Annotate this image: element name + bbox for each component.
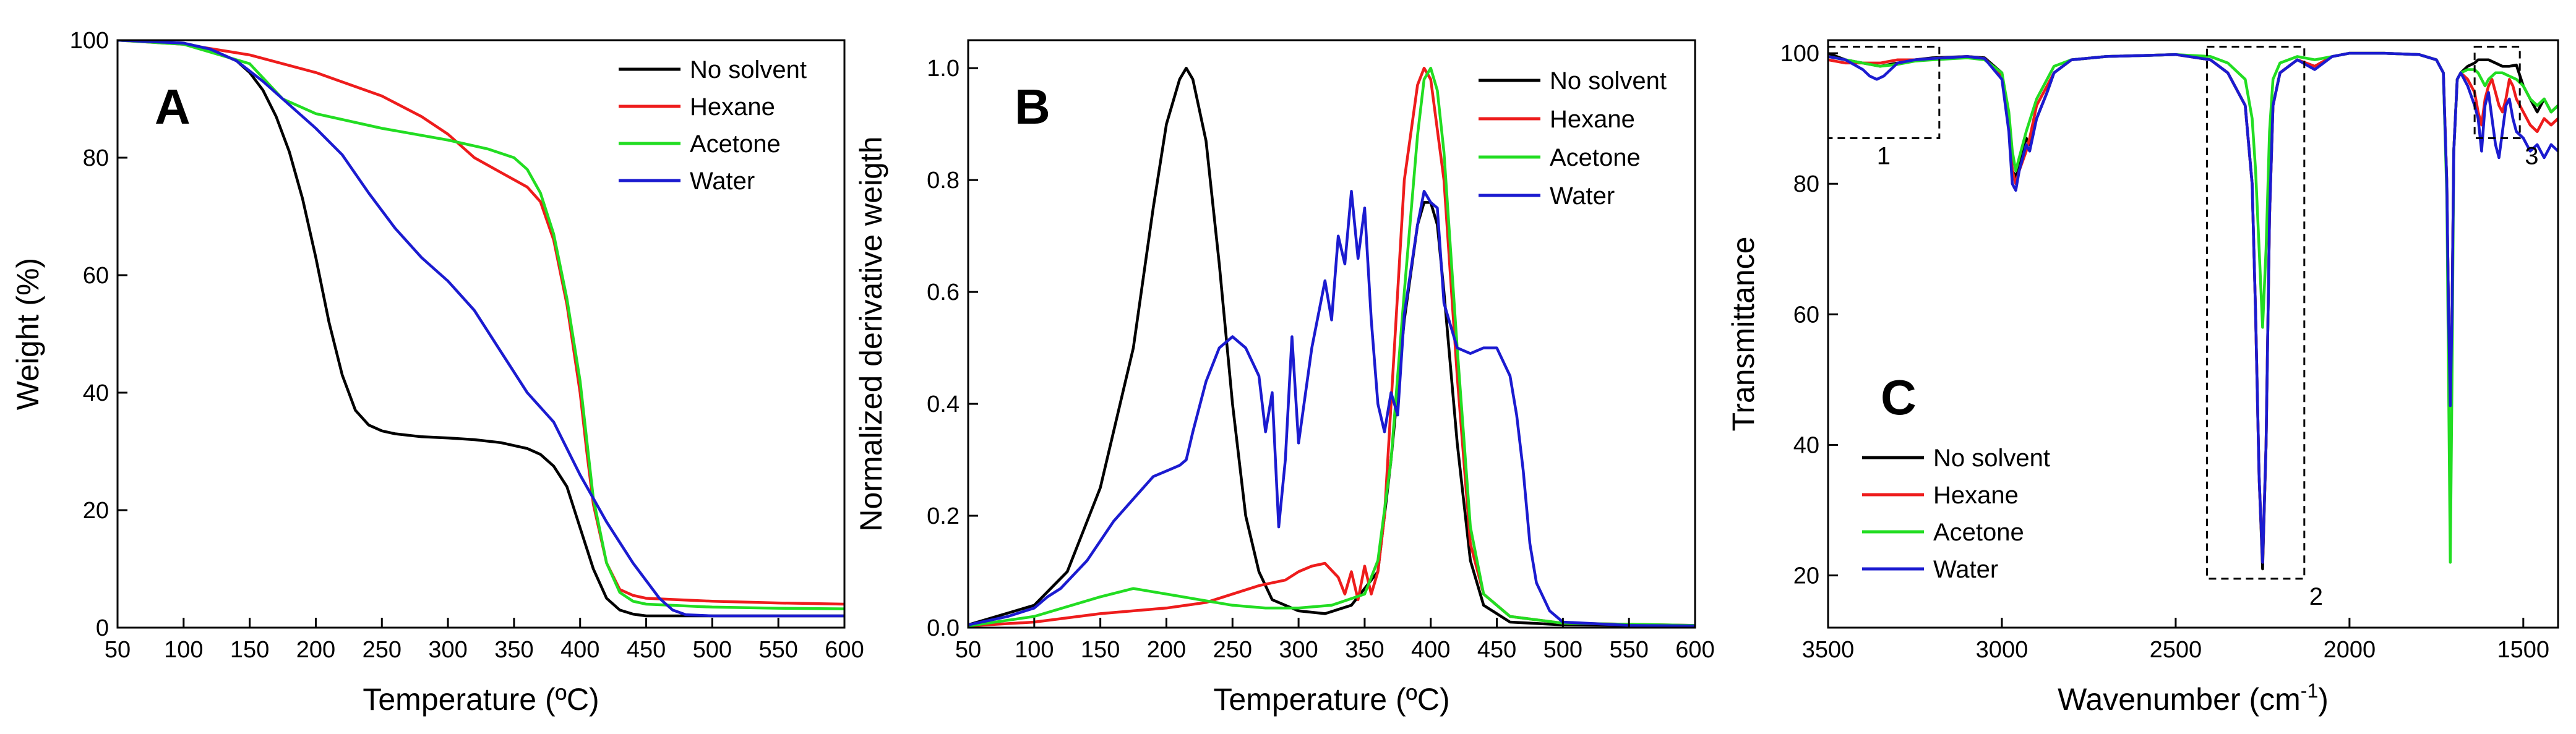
x-tick-label: 3000 — [1976, 637, 2029, 663]
series-line-water — [968, 190, 1695, 628]
annotation-label-3: 3 — [2525, 142, 2538, 169]
y-tick-label: 20 — [83, 498, 109, 524]
x-axis-title-superscript: -1 — [2301, 680, 2318, 702]
legend: No solvent Hexane Acetone Water — [1479, 67, 1667, 210]
y-tick-label: 0.6 — [927, 280, 960, 305]
plot-frame — [1827, 39, 2559, 629]
legend-label: Water — [1550, 182, 1615, 210]
x-tick-label: 400 — [560, 637, 599, 663]
series-line-water — [118, 40, 844, 618]
legend-label: Water — [690, 168, 755, 195]
y-tick-label: 60 — [83, 263, 109, 289]
x-tick-label: 250 — [1213, 637, 1252, 663]
x-tick-label: 350 — [1345, 637, 1384, 663]
panel-letter: C — [1881, 370, 1917, 425]
panel-b: 50 100 150 200 250 300 350 400 450 500 550 600 0.0 0.… — [854, 39, 1715, 717]
x-tick-label: 550 — [1609, 637, 1648, 663]
y-axis-title: Weight (%) — [11, 258, 45, 410]
x-tick-label: 2500 — [2150, 637, 2202, 663]
y-axis-title: Normalized derivative weigth — [854, 136, 888, 531]
series-line-hexane — [968, 66, 1695, 628]
plot-frame — [967, 39, 1696, 629]
legend-label: No solvent — [1933, 445, 2050, 472]
x-tick-label: 350 — [494, 637, 533, 663]
y-tick-label: 0.8 — [927, 168, 960, 194]
annotation-box-2 — [2205, 46, 2306, 580]
x-tick-label: 1500 — [2497, 637, 2550, 663]
x-axis-title: Temperature (ºC) — [363, 682, 599, 717]
legend-label: Acetone — [690, 130, 781, 158]
annotation-label-2: 2 — [2309, 583, 2323, 610]
y-tick-label: 60 — [1793, 302, 1819, 328]
series-line-water — [1828, 51, 2558, 564]
x-tick-label: 500 — [1543, 637, 1582, 663]
x-tick-label: 3500 — [1802, 637, 1855, 663]
y-tick-label: 80 — [83, 145, 109, 171]
series-line-no-solvent — [968, 66, 1695, 628]
panel-letter: B — [1015, 79, 1050, 134]
x-tick-label: 300 — [428, 637, 467, 663]
x-tick-label: 2000 — [2324, 637, 2376, 663]
annotation-box-3 — [2473, 46, 2521, 139]
series-line-acetone — [1828, 51, 2558, 564]
y-tick-label: 100 — [1780, 41, 1819, 67]
legend-label: Hexane — [690, 93, 775, 121]
x-tick-label: 600 — [825, 637, 864, 663]
x-tick-label: 300 — [1279, 637, 1318, 663]
legend-label: Acetone — [1933, 519, 2024, 546]
panel-c: 1 2 3 3500 3000 2500 2000 1500 20 40 60 80 100 Wavenu… — [1726, 39, 2559, 717]
y-tick-label: 100 — [70, 28, 109, 54]
x-tick-label: 600 — [1675, 637, 1714, 663]
legend-label: No solvent — [690, 56, 807, 83]
y-tick-label: 0.0 — [927, 615, 960, 641]
x-tick-label: 150 — [230, 637, 269, 663]
y-axis-title: Transmittance — [1726, 237, 1761, 432]
series-line-acetone — [968, 66, 1695, 628]
y-tick-label: 0.2 — [927, 503, 960, 529]
legend-label: No solvent — [1550, 67, 1667, 95]
x-tick-label: 200 — [1147, 637, 1186, 663]
legend: No solvent Hexane Acetone Water — [619, 56, 807, 195]
y-tick-label: 20 — [1793, 563, 1819, 589]
panel-letter: A — [155, 79, 191, 134]
legend-label: Acetone — [1550, 144, 1641, 171]
x-tick-label: 50 — [955, 637, 981, 663]
x-axis-title: Temperature (ºC) — [1213, 682, 1449, 717]
plot-frame — [116, 39, 846, 629]
x-axis-title: Wavenumber (cm-1) — [2058, 680, 2329, 717]
annotation-label-1: 1 — [1877, 142, 1891, 169]
legend-label: Hexane — [1933, 482, 2019, 509]
x-tick-label: 50 — [105, 637, 131, 663]
x-axis-title-text: Temperature (ºC) — [1213, 682, 1449, 717]
x-tick-label: 450 — [1477, 637, 1516, 663]
y-tick-label: 40 — [1793, 432, 1819, 458]
x-tick-label: 250 — [363, 637, 401, 663]
x-tick-label: 150 — [1081, 637, 1120, 663]
x-tick-label: 550 — [758, 637, 797, 663]
y-tick-label: 0.4 — [927, 391, 960, 417]
x-axis-title-end: ) — [2318, 682, 2329, 717]
panel-a: 50 100 150 200 250 300 350 400 450 500 550 600 0 20 40… — [11, 28, 864, 717]
legend-label: Water — [1933, 556, 1998, 583]
x-tick-label: 100 — [1015, 637, 1054, 663]
x-tick-label: 100 — [164, 637, 203, 663]
legend-label: Hexane — [1550, 106, 1635, 133]
series-line-acetone — [118, 40, 844, 610]
y-tick-label: 80 — [1793, 171, 1819, 197]
x-tick-label: 500 — [693, 637, 732, 663]
legend: No solvent Hexane Acetone Water — [1862, 445, 2050, 583]
y-tick-label: 1.0 — [927, 56, 960, 82]
series-line-no-solvent — [118, 40, 844, 618]
x-tick-label: 450 — [627, 637, 666, 663]
x-axis-title-text: Temperature (ºC) — [363, 682, 599, 717]
y-tick-label: 40 — [83, 380, 109, 406]
y-tick-label: 0 — [96, 615, 109, 641]
x-axis-title-text: Wavenumber (cm — [2058, 682, 2301, 717]
x-tick-label: 400 — [1411, 637, 1450, 663]
x-tick-label: 200 — [296, 637, 335, 663]
